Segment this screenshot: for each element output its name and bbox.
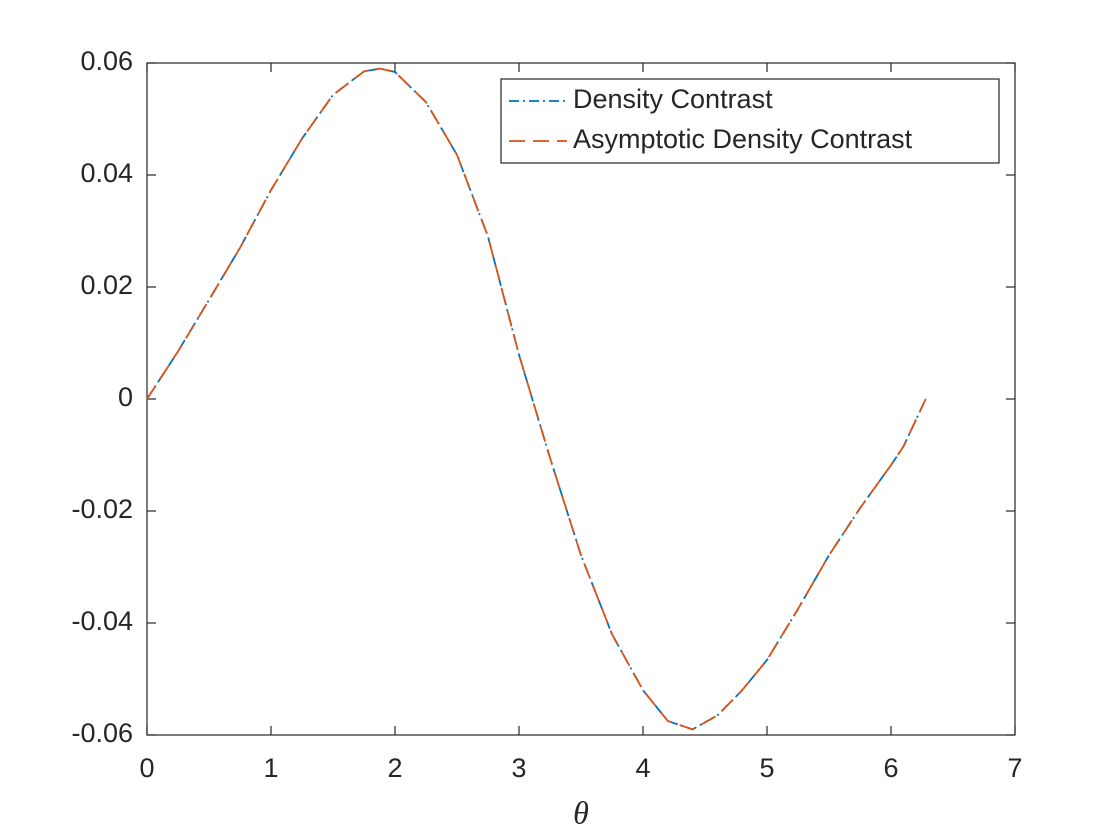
x-axis-label: θ bbox=[573, 794, 589, 830]
x-tick-label: 1 bbox=[263, 753, 278, 783]
y-tick-label: -0.06 bbox=[71, 718, 133, 748]
x-tick-label: 3 bbox=[511, 753, 526, 783]
x-tick-label: 2 bbox=[387, 753, 402, 783]
series-line bbox=[146, 67, 927, 731]
y-tick-label: -0.04 bbox=[71, 606, 133, 636]
x-tick-label: 5 bbox=[759, 753, 774, 783]
legend-box bbox=[500, 78, 1000, 164]
x-tick-label: 7 bbox=[1007, 753, 1022, 783]
legend: Density Contrast Asymptotic Density Contr… bbox=[500, 78, 1000, 164]
y-tick-label: 0 bbox=[118, 382, 133, 412]
y-tick-label: -0.02 bbox=[71, 494, 133, 524]
x-tick-label: 0 bbox=[139, 753, 154, 783]
legend-label: Density Contrast bbox=[573, 84, 773, 114]
plot-area bbox=[146, 62, 1016, 736]
legend-label: Asymptotic Density Contrast bbox=[573, 124, 913, 154]
y-tick-label: 0.04 bbox=[80, 158, 133, 188]
x-tick-label: 4 bbox=[635, 753, 650, 783]
x-tick-label: 6 bbox=[883, 753, 898, 783]
y-tick-label: 0.06 bbox=[80, 46, 133, 76]
y-tick-label: 0.02 bbox=[80, 270, 133, 300]
